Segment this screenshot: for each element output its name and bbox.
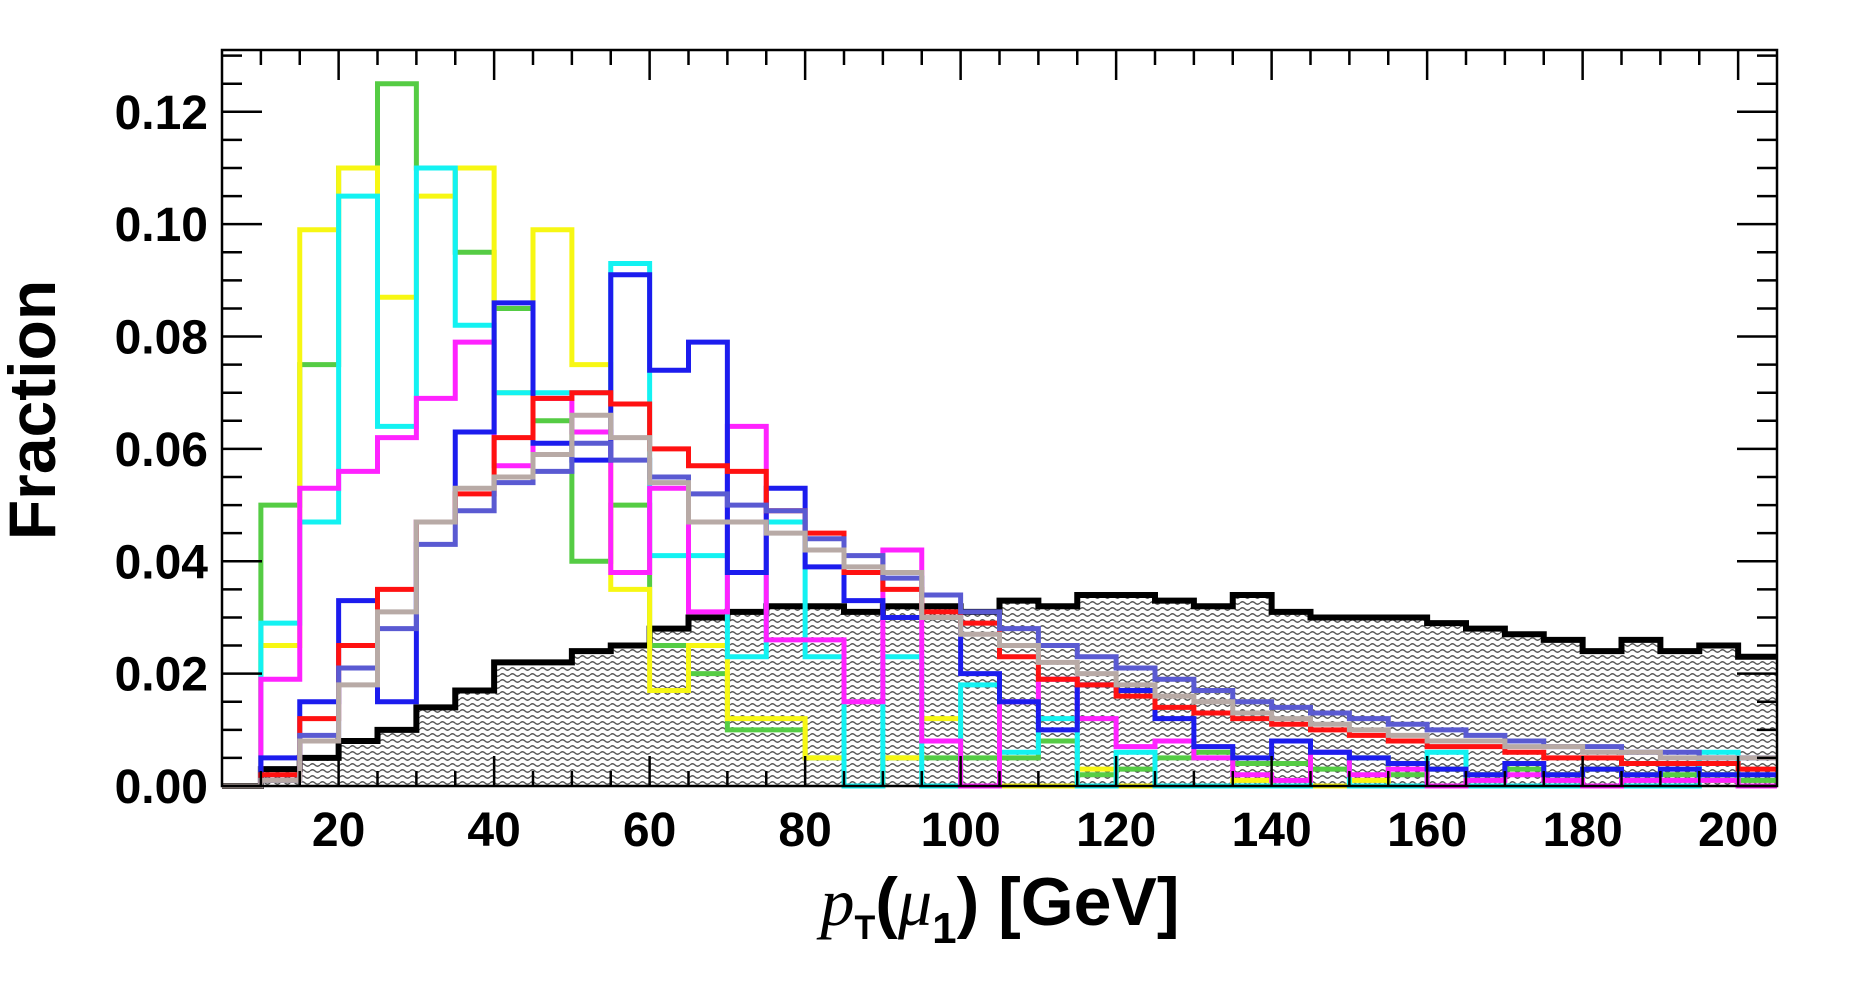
background-bin-31 — [1427, 623, 1466, 786]
x-title-particle: μ — [897, 864, 932, 940]
x-tick-label-180: 180 — [1543, 804, 1623, 857]
x-tick-label-120: 120 — [1076, 804, 1156, 857]
background-outline — [222, 591, 1777, 789]
background-bin-34 — [1543, 639, 1583, 786]
background-bin-4 — [377, 729, 417, 786]
x-tick-label-60: 60 — [623, 804, 676, 857]
series-line-slate-blue — [222, 440, 1777, 789]
series-gray — [222, 412, 1777, 789]
background-bin-22 — [1077, 594, 1117, 786]
series-slate-blue — [222, 440, 1777, 789]
background-bin-35 — [1582, 651, 1622, 786]
background-bin-26 — [1232, 594, 1272, 786]
y-axis-title: Fraction — [0, 280, 69, 540]
x-tick-label-80: 80 — [778, 804, 831, 857]
background-bin-9 — [571, 651, 611, 786]
x-tick-label-20: 20 — [312, 804, 365, 857]
x-title-particle-sub: 1 — [932, 904, 956, 953]
background-bin-8 — [533, 662, 572, 786]
background-bin-14 — [766, 606, 806, 786]
x-title-units: [GeV] — [979, 864, 1179, 940]
background-bin-33 — [1504, 634, 1544, 786]
y-tick-label-5: 0.10 — [115, 199, 208, 252]
x-title-open-paren: ( — [875, 864, 898, 940]
x-tick-label-160: 160 — [1387, 804, 1467, 857]
background-bin-6 — [455, 690, 495, 786]
background-bin-12 — [688, 617, 728, 786]
y-tick-label-6: 0.12 — [115, 87, 208, 140]
background-bin-13 — [727, 611, 767, 786]
background-bin-21 — [1038, 606, 1078, 786]
y-tick-label-4: 0.08 — [115, 312, 208, 365]
x-tick-label-200: 200 — [1698, 804, 1778, 857]
background-bin-5 — [416, 707, 456, 786]
x-axis-title: pT(μ1) [GeV] — [817, 864, 1180, 953]
background-bin-28 — [1310, 617, 1350, 786]
series-line-gray — [222, 412, 1777, 789]
y-tick-label-1: 0.02 — [115, 649, 208, 702]
background-bin-20 — [999, 600, 1039, 786]
background-bin-27 — [1271, 611, 1311, 786]
x-tick-label-140: 140 — [1232, 804, 1312, 857]
background-bin-32 — [1466, 628, 1505, 786]
background-bin-7 — [494, 662, 533, 786]
background-bin-29 — [1349, 617, 1389, 786]
y-tick-label-3: 0.06 — [115, 424, 208, 477]
y-tick-label-2: 0.04 — [115, 536, 209, 589]
background-bin-10 — [610, 645, 650, 786]
background-bin-30 — [1388, 617, 1428, 786]
background-bin-3 — [338, 741, 378, 786]
x-title-symbol-sub: T — [855, 909, 876, 947]
x-tick-label-40: 40 — [467, 804, 520, 857]
x-tick-label-100: 100 — [921, 804, 1001, 857]
y-tick-label-0: 0.00 — [115, 761, 208, 814]
background-bin-2 — [299, 757, 339, 786]
x-title-close-paren: ) — [957, 864, 980, 940]
background-bin-39 — [1738, 656, 1777, 786]
background-bin-11 — [649, 628, 689, 786]
x-title-symbol: p — [817, 864, 855, 940]
background-bin-24 — [1155, 600, 1194, 786]
background-bin-16 — [844, 611, 883, 786]
